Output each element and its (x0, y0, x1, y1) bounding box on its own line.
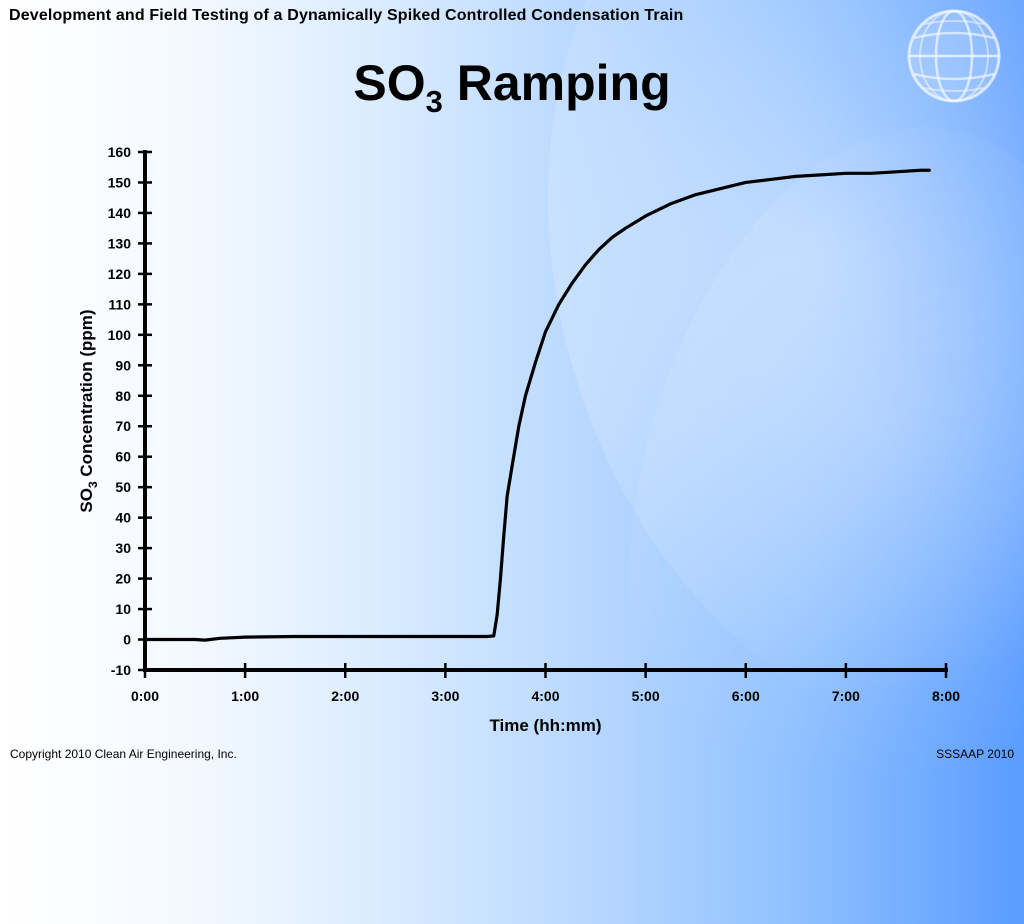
y-tick-label-80: 80 (115, 388, 131, 404)
x-tick-label-5-00: 5:00 (632, 688, 660, 704)
svg-text:SO3 Concentration (ppm): SO3 Concentration (ppm) (77, 309, 100, 512)
x-tick-label-0-00: 0:00 (131, 688, 159, 704)
y-tick-label-130: 130 (108, 235, 132, 251)
y-tick-label-30: 30 (115, 540, 131, 556)
slide-title: SO3 Ramping (0, 58, 1024, 117)
conference-label: SSSAAP 2010 (936, 747, 1014, 761)
x-tick-label-4-00: 4:00 (531, 688, 559, 704)
y-tick-label-0: 0 (123, 632, 131, 648)
slide-title-subscript: 3 (425, 84, 443, 119)
y-tick-label-10: 10 (115, 601, 131, 617)
y-tick-label-20: 20 (115, 571, 131, 587)
presentation-title: Development and Field Testing of a Dynam… (9, 7, 684, 24)
y-axis-title-main: SO (77, 488, 96, 513)
y-tick-label-90: 90 (115, 357, 131, 373)
y-tick-label-160: 160 (108, 144, 132, 160)
x-tick-label-7-00: 7:00 (832, 688, 860, 704)
x-tick-label-6-00: 6:00 (732, 688, 760, 704)
x-tick-label-1-00: 1:00 (231, 688, 259, 704)
x-tick-label-8-00: 8:00 (932, 688, 960, 704)
y-tick-label-150: 150 (108, 174, 132, 190)
so3-concentration-series (143, 168, 931, 642)
so3-ramping-chart: -10 0 10 20 30 40 50 60 70 80 90 100 110 120 130 140 150… (77, 144, 960, 735)
y-axis-title: SO3 Concentration (ppm) (77, 309, 100, 512)
x-axis-title: Time (hh:mm) (489, 716, 601, 735)
globe-icon (907, 9, 1001, 103)
y-axis-title-rest: Concentration (ppm) (77, 309, 96, 481)
y-axis-title-subscript: 3 (86, 481, 100, 488)
y-tick-label-100: 100 (108, 327, 132, 343)
y-tick-label-40: 40 (115, 510, 131, 526)
x-tick-label-2-00: 2:00 (331, 688, 359, 704)
y-tick-label-50: 50 (115, 479, 131, 495)
x-tick-label-3-00: 3:00 (431, 688, 459, 704)
slide-title-main: SO (353, 55, 426, 111)
y-tick-label-70: 70 (115, 418, 131, 434)
y-axis-ticks: -10 0 10 20 30 40 50 60 70 80 90 100 110 120 130 140 150… (108, 144, 152, 678)
y-tick-label-60: 60 (115, 449, 131, 465)
slide-title-rest: Ramping (442, 55, 671, 111)
y-tick-label-minus-10: -10 (111, 662, 131, 678)
copyright-text: Copyright 2010 Clean Air Engineering, In… (10, 747, 237, 761)
y-tick-label-120: 120 (108, 266, 132, 282)
y-tick-label-110: 110 (108, 296, 131, 312)
y-tick-label-140: 140 (108, 205, 132, 221)
x-axis-ticks: 0:00 1:00 2:00 3:00 4:00 5:00 6:00 7:00 8:00 (131, 663, 960, 704)
